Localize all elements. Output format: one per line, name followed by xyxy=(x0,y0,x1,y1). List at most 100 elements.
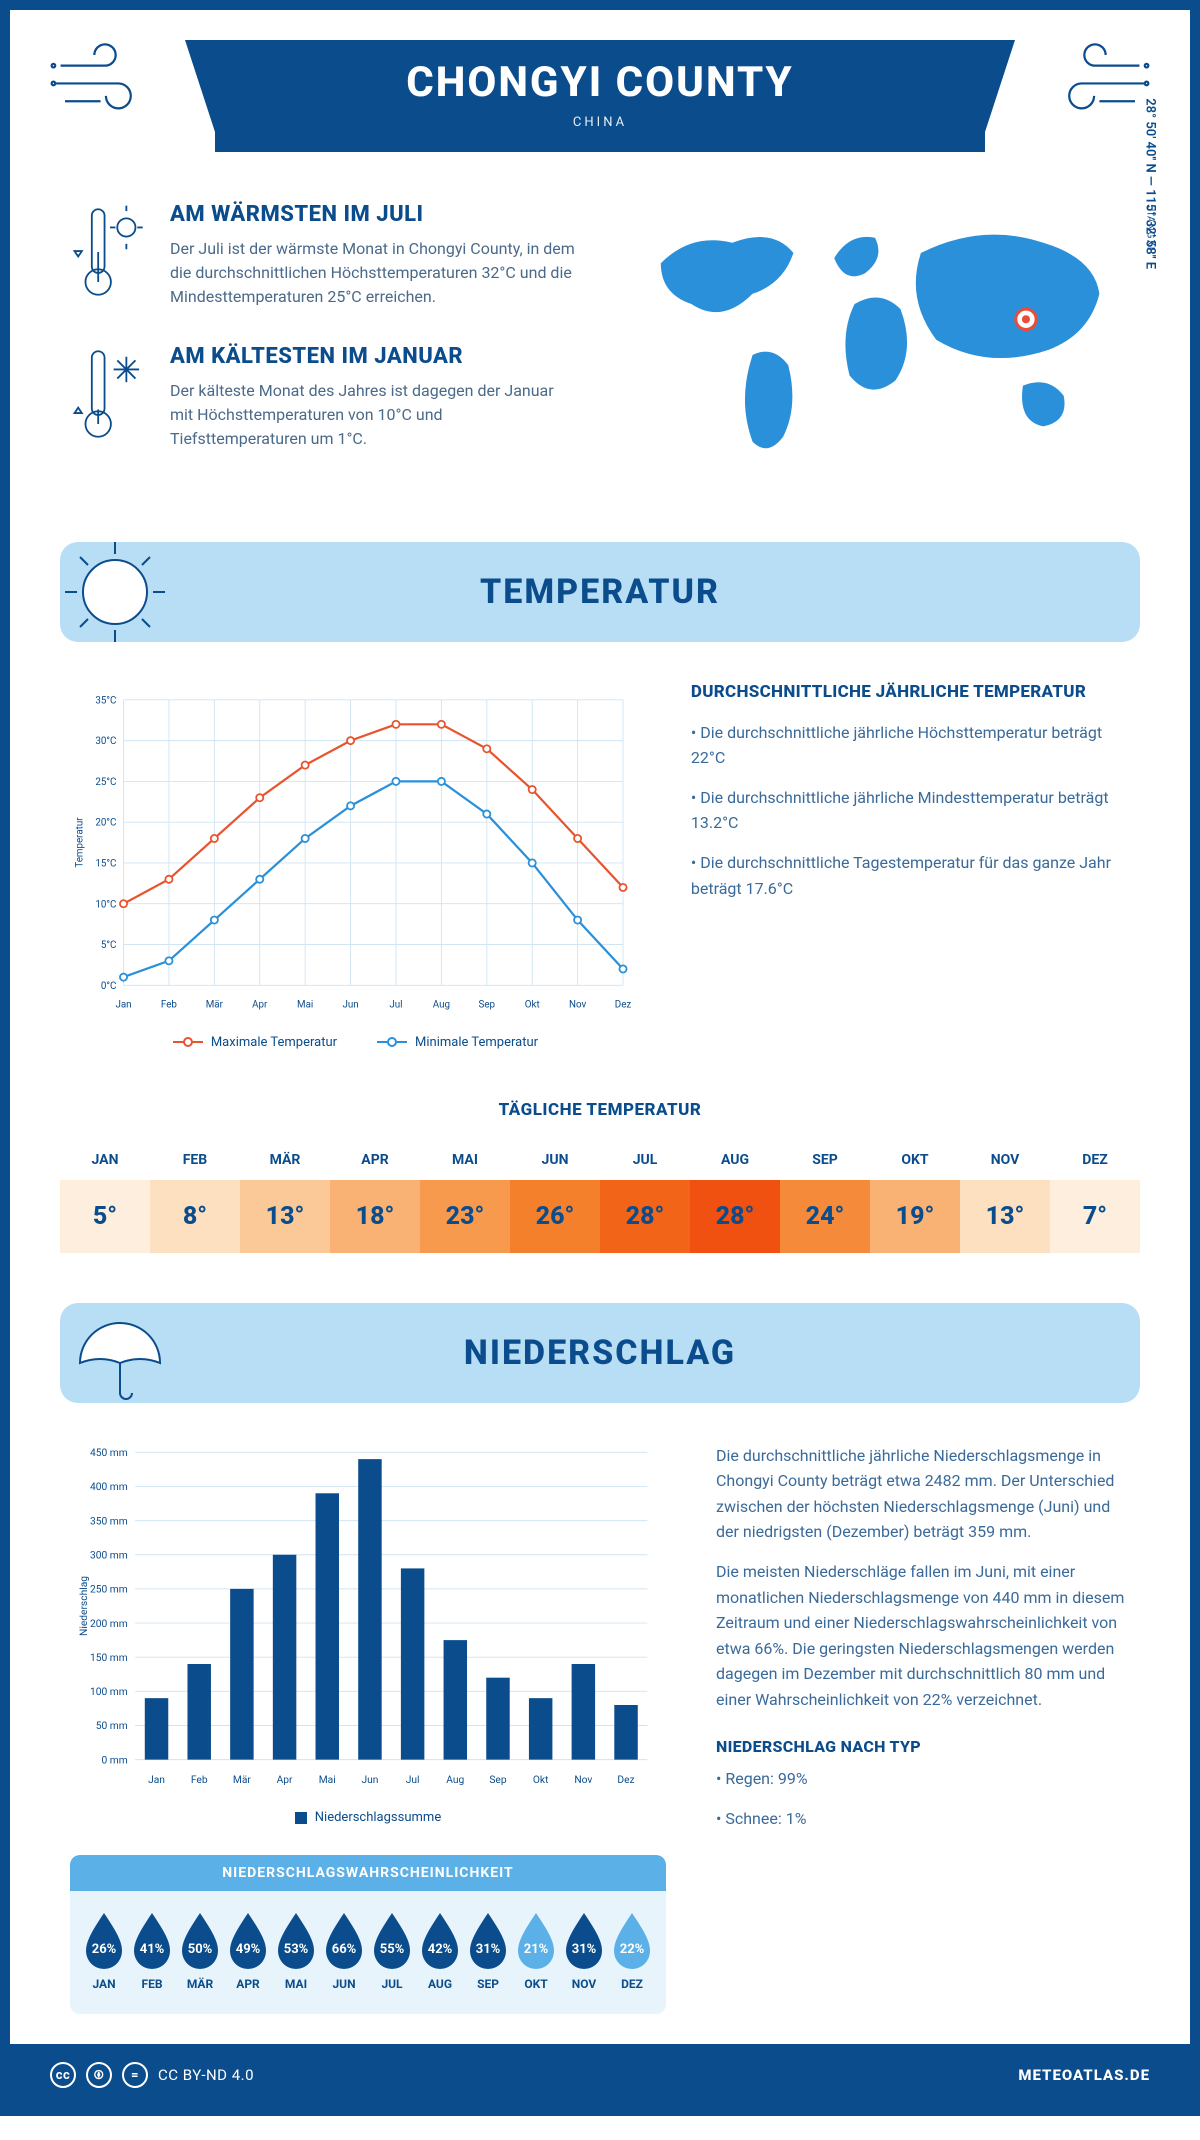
by-icon: 🅯 xyxy=(86,2062,112,2088)
precip-para2: Die meisten Niederschläge fallen im Juni… xyxy=(716,1559,1130,1713)
temp-cell: AUG28° xyxy=(690,1140,780,1253)
temp-cell: FEB8° xyxy=(150,1140,240,1253)
coords-label: 28° 50' 40'' N — 115° 32' 58'' E xyxy=(1143,98,1158,269)
svg-text:250 mm: 250 mm xyxy=(90,1582,128,1595)
temp-cell: MAI23° xyxy=(420,1140,510,1253)
precip-drop: 21%OKT xyxy=(512,1909,560,1991)
svg-text:Apr: Apr xyxy=(277,1772,293,1785)
precip-drop: 31%NOV xyxy=(560,1909,608,1991)
svg-text:50%: 50% xyxy=(188,1942,213,1957)
svg-text:Mär: Mär xyxy=(206,999,224,1010)
svg-text:Apr: Apr xyxy=(252,999,268,1010)
svg-text:49%: 49% xyxy=(236,1942,261,1957)
sun-icon xyxy=(55,532,175,661)
temperature-chart-area: 0°C5°C10°C15°C20°C25°C30°C35°CJanFebMärA… xyxy=(10,672,1190,1080)
svg-text:Okt: Okt xyxy=(525,999,540,1010)
precip-drop: 66%JUN xyxy=(320,1909,368,1991)
svg-text:Jan: Jan xyxy=(148,1772,165,1785)
svg-text:Aug: Aug xyxy=(446,1772,464,1785)
svg-text:10°C: 10°C xyxy=(95,899,116,910)
thermometer-snow-icon xyxy=(70,344,150,451)
svg-text:Niederschlag: Niederschlag xyxy=(77,1575,90,1635)
nd-icon: = xyxy=(122,2062,148,2088)
umbrella-icon xyxy=(55,1293,175,1422)
thermometer-sun-icon xyxy=(70,202,150,309)
svg-text:300 mm: 300 mm xyxy=(90,1548,128,1561)
svg-text:31%: 31% xyxy=(476,1942,501,1957)
svg-text:26%: 26% xyxy=(92,1942,117,1957)
svg-text:Dez: Dez xyxy=(617,1772,634,1785)
svg-text:Sep: Sep xyxy=(489,1772,507,1785)
temp-cell: JAN5° xyxy=(60,1140,150,1253)
svg-text:400 mm: 400 mm xyxy=(90,1480,128,1493)
precip-type-title: NIEDERSCHLAG NACH TYP xyxy=(716,1737,1130,1756)
coldest-fact: AM KÄLTESTEN IM JANUAR Der kälteste Mona… xyxy=(70,344,580,451)
precip-chart-legend: Niederschlagssumme xyxy=(70,1810,666,1825)
svg-text:Mai: Mai xyxy=(297,999,313,1010)
annual-temp-bullet2: • Die durchschnittliche jährliche Mindes… xyxy=(691,785,1130,836)
precipitation-bar-chart: 0 mm50 mm100 mm150 mm200 mm250 mm300 mm3… xyxy=(70,1443,666,1797)
precip-type-snow: • Schnee: 1% xyxy=(716,1806,1130,1832)
svg-text:35°C: 35°C xyxy=(95,695,116,706)
cc-icon: cc xyxy=(50,2062,76,2088)
temperature-section-header: TEMPERATUR xyxy=(60,542,1140,642)
svg-text:Sep: Sep xyxy=(479,999,496,1010)
daily-temp-title: TÄGLICHE TEMPERATUR xyxy=(10,1100,1190,1120)
svg-text:Jan: Jan xyxy=(115,999,131,1010)
precip-para1: Die durchschnittliche jährliche Niedersc… xyxy=(716,1443,1130,1545)
precip-drop: 41%FEB xyxy=(128,1909,176,1991)
temp-chart-legend: Maximale Temperatur Minimale Temperatur xyxy=(70,1035,641,1050)
svg-text:Mai: Mai xyxy=(319,1772,336,1785)
temp-cell: JUN26° xyxy=(510,1140,600,1253)
precip-drop: 31%SEP xyxy=(464,1909,512,1991)
precip-type-rain: • Regen: 99% xyxy=(716,1766,1130,1792)
temp-cell: APR18° xyxy=(330,1140,420,1253)
svg-text:Jun: Jun xyxy=(361,1772,378,1785)
license-text: CC BY-ND 4.0 xyxy=(158,2066,254,2084)
temp-cell: MÄR13° xyxy=(240,1140,330,1253)
svg-text:Nov: Nov xyxy=(574,1772,592,1785)
svg-text:0 mm: 0 mm xyxy=(101,1753,127,1766)
svg-text:22%: 22% xyxy=(620,1942,645,1957)
svg-text:0°C: 0°C xyxy=(101,980,117,991)
header-row: CHONGYI COUNTY CHINA xyxy=(10,10,1190,152)
svg-text:100 mm: 100 mm xyxy=(90,1685,128,1698)
svg-text:Jun: Jun xyxy=(342,999,358,1010)
wind-icon-left xyxy=(50,39,160,123)
title-banner: CHONGYI COUNTY CHINA xyxy=(215,40,985,152)
world-map xyxy=(620,202,1130,492)
svg-text:41%: 41% xyxy=(140,1942,165,1957)
svg-text:53%: 53% xyxy=(284,1942,309,1957)
legend-min: Minimale Temperatur xyxy=(415,1035,538,1050)
svg-text:200 mm: 200 mm xyxy=(90,1616,128,1629)
precip-drop: 42%AUG xyxy=(416,1909,464,1991)
svg-text:Temperatur: Temperatur xyxy=(74,816,85,867)
svg-text:42%: 42% xyxy=(428,1942,453,1957)
svg-text:Mär: Mär xyxy=(233,1772,252,1785)
country-subtitle: CHINA xyxy=(255,115,945,130)
svg-text:30°C: 30°C xyxy=(95,736,116,747)
precipitation-title: NIEDERSCHLAG xyxy=(464,1333,736,1373)
svg-text:31%: 31% xyxy=(572,1942,597,1957)
warmest-fact: AM WÄRMSTEN IM JULI Der Juli ist der wär… xyxy=(70,202,580,309)
svg-text:350 mm: 350 mm xyxy=(90,1514,128,1527)
svg-text:150 mm: 150 mm xyxy=(90,1650,128,1663)
annual-temp-heading: DURCHSCHNITTLICHE JÄHRLICHE TEMPERATUR xyxy=(691,682,1130,702)
warmest-title: AM WÄRMSTEN IM JULI xyxy=(170,202,580,227)
svg-text:Okt: Okt xyxy=(533,1772,549,1785)
svg-text:Feb: Feb xyxy=(191,1772,208,1785)
temperature-title: TEMPERATUR xyxy=(480,572,720,612)
location-title: CHONGYI COUNTY xyxy=(255,58,945,107)
annual-temp-bullet1: • Die durchschnittliche jährliche Höchst… xyxy=(691,720,1130,771)
wind-icon-right xyxy=(1040,39,1150,123)
temperature-line-chart: 0°C5°C10°C15°C20°C25°C30°C35°CJanFebMärA… xyxy=(70,682,641,1021)
temp-cell: OKT19° xyxy=(870,1140,960,1253)
temp-cell: SEP24° xyxy=(780,1140,870,1253)
svg-text:450 mm: 450 mm xyxy=(90,1446,128,1459)
svg-text:66%: 66% xyxy=(332,1942,357,1957)
svg-text:Jul: Jul xyxy=(389,999,402,1010)
svg-text:Nov: Nov xyxy=(569,999,587,1010)
precip-drop: 26%JAN xyxy=(80,1909,128,1991)
site-name: METEOATLAS.DE xyxy=(1018,2066,1150,2084)
license-block: cc 🅯 = CC BY-ND 4.0 xyxy=(50,2062,254,2088)
